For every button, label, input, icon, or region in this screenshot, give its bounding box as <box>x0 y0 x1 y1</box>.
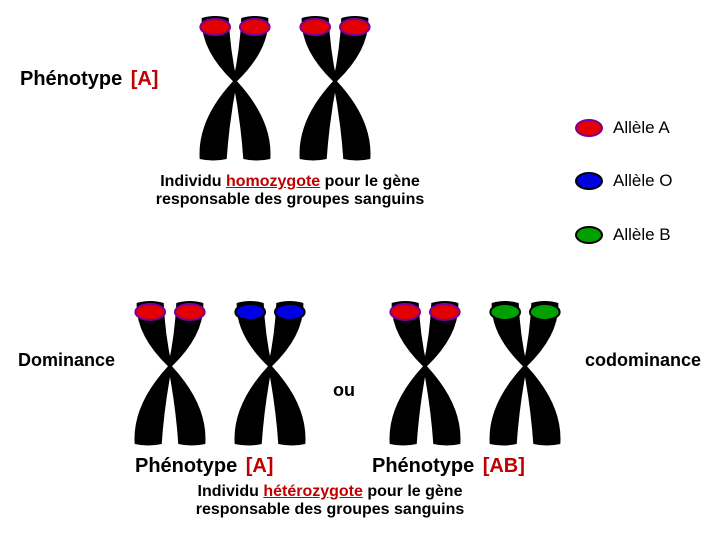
legend-marker-o <box>575 172 603 190</box>
homo-word: homozygote <box>226 173 320 190</box>
chromosome-top-2 <box>290 10 380 165</box>
heterozygote-caption: Individu hétérozygote pour le gène respo… <box>165 483 495 519</box>
legend-allele-b: Allèle B <box>575 225 671 245</box>
phenotype-a-top-label: Phénotype [A] <box>20 68 158 91</box>
chromosome-bottom-4 <box>480 295 570 450</box>
hetero-line1-a: Individu <box>198 483 259 500</box>
codominance-label: codominance <box>585 350 701 371</box>
homo-line1-a: Individu <box>160 173 221 190</box>
legend-allele-a: Allèle A <box>575 118 670 138</box>
homo-line2: responsable des groupes sanguins <box>135 191 445 209</box>
phenotype-a-bottom-label: Phénotype [A] <box>135 455 273 478</box>
legend-label-o: Allèle O <box>613 171 673 191</box>
legend-allele-o: Allèle O <box>575 171 673 191</box>
hetero-line1-b: pour le gène <box>367 483 462 500</box>
chromosome-bottom-3 <box>380 295 470 450</box>
legend-marker-a <box>575 119 603 137</box>
legend-marker-b <box>575 226 603 244</box>
ou-label: ou <box>333 380 355 401</box>
chromosome-bottom-2 <box>225 295 315 450</box>
phenotype-a-bottom-text: Phénotype <box>135 455 237 477</box>
homo-line1-b: pour le gène <box>325 173 420 190</box>
dominance-label: Dominance <box>18 350 115 371</box>
phenotype-a-bottom-bracket: [A] <box>246 455 274 477</box>
chromosome-bottom-1 <box>125 295 215 450</box>
chromosome-top-1 <box>190 10 280 165</box>
hetero-line2: responsable des groupes sanguins <box>165 501 495 519</box>
phenotype-ab-bottom-text: Phénotype <box>372 455 474 477</box>
homozygote-caption: Individu homozygote pour le gène respons… <box>135 173 445 209</box>
legend-label-a: Allèle A <box>613 118 670 138</box>
hetero-word: hétérozygote <box>263 483 363 500</box>
phenotype-a-top-bracket: [A] <box>131 68 159 90</box>
phenotype-ab-bottom-label: Phénotype [AB] <box>372 455 525 478</box>
legend-label-b: Allèle B <box>613 225 671 245</box>
phenotype-ab-bottom-bracket: [AB] <box>483 455 525 477</box>
phenotype-a-top-text: Phénotype <box>20 68 122 90</box>
